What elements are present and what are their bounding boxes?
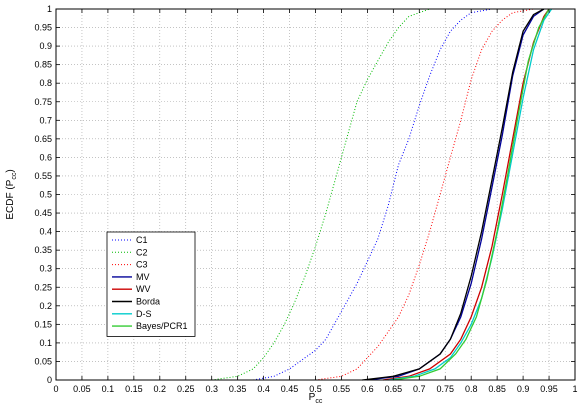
x-tick-label: 0.3 [205, 384, 218, 394]
x-tick-label: 0 [53, 384, 58, 394]
x-tick-label: 0.35 [229, 384, 247, 394]
y-tick-label: 0.85 [34, 60, 52, 70]
y-tick-label: 0.5 [39, 190, 52, 200]
x-tick-label: 0.85 [488, 384, 506, 394]
x-tick-label: 0.7 [413, 384, 426, 394]
x-tick-label: 0.1 [102, 384, 115, 394]
y-tick-label: 0.6 [39, 152, 52, 162]
x-tick-label: 0.2 [154, 384, 167, 394]
x-tick-label: 0.05 [73, 384, 91, 394]
y-tick-label: 0.7 [39, 115, 52, 125]
legend: C1 C2 C3 MV WV Borda D-S Bayes/PCR1 [106, 231, 196, 337]
x-tick-label: 0.65 [385, 384, 403, 394]
x-tick-label: 0.55 [333, 384, 351, 394]
y-tick-label: 0.95 [34, 23, 52, 33]
legend-label: C2 [136, 247, 148, 257]
x-tick-label: 0.15 [125, 384, 143, 394]
x-tick-label: 0.8 [465, 384, 478, 394]
series-line-c1 [253, 8, 493, 381]
legend-label: C1 [136, 235, 148, 245]
legend-label: Bayes/PCR1 [136, 321, 188, 331]
y-tick-label: 0.75 [34, 97, 52, 107]
legend-label: D-S [136, 309, 152, 319]
x-tick-label: 0.6 [361, 384, 374, 394]
series-line-borda [362, 8, 545, 381]
y-tick-label: 0.8 [39, 78, 52, 88]
y-tick-label: 0.15 [34, 319, 52, 329]
x-tick-label: 0.4 [257, 384, 270, 394]
y-tick-label: 0.55 [34, 171, 52, 181]
y-tick-label: 0.2 [39, 301, 52, 311]
y-tick-label: 0.45 [34, 208, 52, 218]
x-tick-label: 0.45 [281, 384, 299, 394]
y-axis-label-sub: cc [11, 172, 18, 180]
legend-label: MV [136, 272, 150, 282]
x-tick-label: 0.9 [517, 384, 530, 394]
x-tick-label: 1 [572, 384, 577, 394]
y-tick-label: 0.4 [39, 227, 52, 237]
y-tick-label: 0.65 [34, 134, 52, 144]
legend-label: Borda [136, 297, 160, 307]
series-line-c2 [211, 8, 430, 381]
legend-box [106, 231, 196, 337]
y-tick-label: 0.05 [34, 356, 52, 366]
legend-label: WV [136, 284, 151, 294]
y-axis-label-close: ) [5, 169, 16, 172]
y-tick-label: 0.9 [39, 41, 52, 51]
ticks: 0 0.05 0.1 0.15 0.2 0.25 0.3 0.35 0.4 0.45 0.5 0.55… [34, 4, 577, 394]
legend-label: C3 [136, 260, 148, 270]
x-tick-label: 0.5 [309, 384, 322, 394]
y-tick-label: 0.35 [34, 245, 52, 255]
y-tick-label: 0.25 [34, 282, 52, 292]
series-layer [211, 8, 553, 381]
series-line-bayes-pcr1 [393, 8, 550, 381]
x-tick-label: 0.75 [436, 384, 454, 394]
x-axis-label-main: P [309, 392, 316, 403]
y-tick-label: 0.1 [39, 338, 52, 348]
y-axis-label: ECDF (Pcc) [5, 169, 18, 219]
y-axis-label-main: ECDF (P [5, 179, 16, 219]
x-tick-label: 0.95 [540, 384, 558, 394]
x-axis-label: Pcc [309, 392, 323, 405]
x-axis-label-sub: cc [315, 398, 323, 405]
y-tick-label: 0 [47, 375, 52, 385]
x-tick-label: 0.25 [177, 384, 195, 394]
y-tick-label: 0.3 [39, 264, 52, 274]
y-tick-label: 1 [47, 4, 52, 14]
